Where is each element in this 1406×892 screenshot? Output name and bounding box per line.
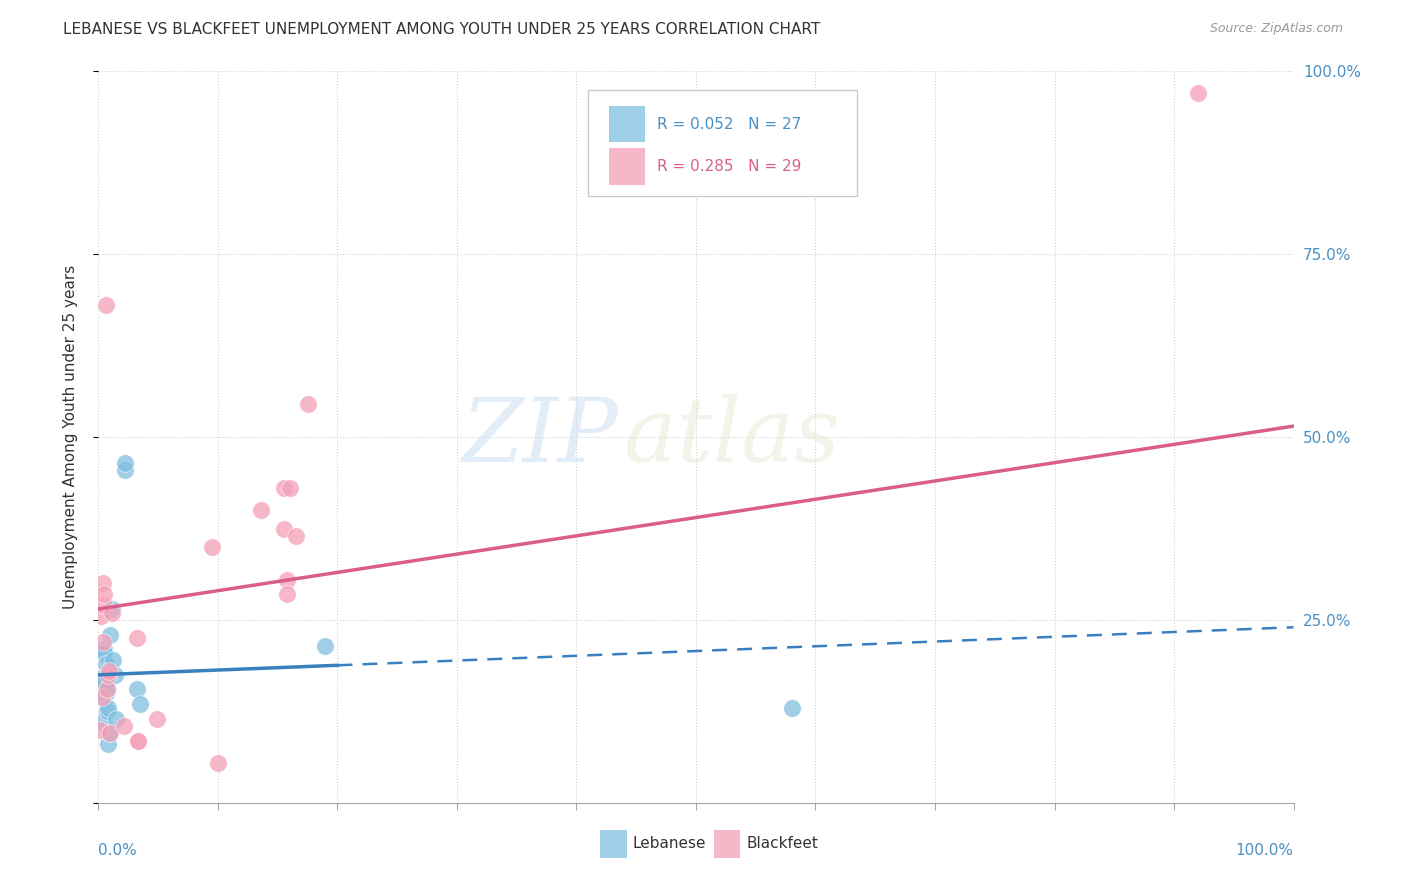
Text: atlas: atlas <box>624 393 839 481</box>
Text: 100.0%: 100.0% <box>1236 843 1294 858</box>
FancyBboxPatch shape <box>600 830 627 858</box>
FancyBboxPatch shape <box>609 106 644 143</box>
Point <box>97 737 120 751</box>
Point <box>91 690 114 704</box>
Point <box>98 726 121 740</box>
Point <box>94 298 117 312</box>
Point <box>315 639 337 653</box>
Point <box>91 715 114 730</box>
Point <box>114 463 136 477</box>
Point <box>94 657 117 671</box>
Point <box>91 672 114 686</box>
Point <box>125 682 148 697</box>
Point <box>1187 87 1209 101</box>
Point <box>276 587 298 601</box>
Point <box>114 456 136 470</box>
Point <box>96 705 118 719</box>
Point <box>98 726 122 740</box>
Point <box>105 712 128 726</box>
Text: R = 0.285   N = 29: R = 0.285 N = 29 <box>657 159 801 174</box>
Point <box>93 642 115 657</box>
Point <box>89 682 111 697</box>
Point <box>100 602 122 616</box>
Point <box>273 481 295 495</box>
Point <box>127 733 149 747</box>
FancyBboxPatch shape <box>589 90 858 195</box>
Y-axis label: Unemployment Among Youth under 25 years: Unemployment Among Youth under 25 years <box>63 265 77 609</box>
Point <box>276 573 298 587</box>
Point <box>780 700 803 714</box>
Point <box>89 723 111 737</box>
Point <box>93 587 115 601</box>
Point <box>112 719 135 733</box>
Point <box>146 712 169 726</box>
Point <box>97 667 120 681</box>
Point <box>97 700 120 714</box>
Point <box>91 576 114 591</box>
Point <box>101 653 124 667</box>
Point <box>96 682 118 697</box>
FancyBboxPatch shape <box>714 830 740 858</box>
Point <box>90 682 112 697</box>
Point <box>297 397 319 411</box>
Point <box>91 690 114 704</box>
Text: Source: ZipAtlas.com: Source: ZipAtlas.com <box>1209 22 1343 36</box>
Point <box>90 609 112 624</box>
Text: Lebanese: Lebanese <box>633 837 706 851</box>
Text: R = 0.052   N = 27: R = 0.052 N = 27 <box>657 117 801 131</box>
Point <box>273 521 295 535</box>
Point <box>284 529 307 543</box>
Point <box>127 733 149 747</box>
Text: Blackfeet: Blackfeet <box>747 837 818 851</box>
Point <box>129 697 152 711</box>
Point <box>250 503 273 517</box>
Point <box>201 540 224 554</box>
Point <box>100 606 122 620</box>
Point <box>94 686 117 700</box>
Point <box>104 667 127 681</box>
FancyBboxPatch shape <box>609 148 644 185</box>
Text: 0.0%: 0.0% <box>98 843 138 858</box>
Text: LEBANESE VS BLACKFEET UNEMPLOYMENT AMONG YOUTH UNDER 25 YEARS CORRELATION CHART: LEBANESE VS BLACKFEET UNEMPLOYMENT AMONG… <box>63 22 821 37</box>
Point <box>93 599 115 613</box>
Point <box>207 756 229 770</box>
Point <box>96 682 118 697</box>
Point <box>91 635 114 649</box>
Point <box>98 664 121 678</box>
Text: ZIP: ZIP <box>461 393 619 481</box>
Point <box>278 481 301 495</box>
Point <box>91 682 114 697</box>
Point <box>125 632 148 646</box>
Point <box>93 675 115 690</box>
Point <box>93 646 115 660</box>
Point <box>98 627 122 641</box>
